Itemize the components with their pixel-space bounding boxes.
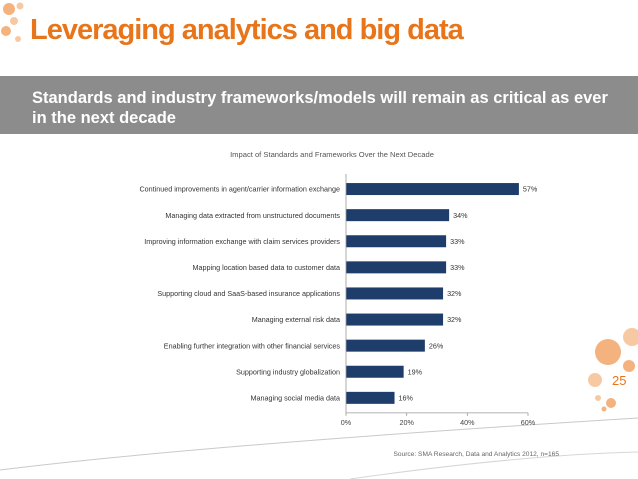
- x-tick-label: 0%: [341, 418, 352, 427]
- bar: [346, 209, 450, 222]
- bar: [346, 183, 519, 196]
- bar: [346, 261, 447, 274]
- page-number: 25: [612, 373, 627, 388]
- data-label: 57%: [523, 185, 538, 194]
- data-label: 33%: [450, 263, 465, 272]
- decor-curve: [0, 417, 638, 471]
- decor-circle: [595, 395, 601, 401]
- decor-circle: [3, 3, 15, 15]
- category-label: Managing external risk data: [252, 315, 340, 324]
- decor-circle: [606, 398, 616, 408]
- category-label: Managing social media data: [251, 393, 341, 402]
- data-label: 26%: [429, 341, 444, 350]
- bar: [346, 313, 444, 326]
- data-label: 32%: [447, 289, 462, 298]
- category-label: Mapping location based data to customer …: [193, 263, 340, 272]
- bar: [346, 365, 404, 378]
- chart-source: Source: SMA Research, Data and Analytics…: [394, 451, 560, 458]
- decor-circle: [623, 328, 638, 346]
- x-tick-label: 20%: [399, 418, 414, 427]
- category-label: Enabling further integration with other …: [164, 341, 341, 350]
- decor-circle: [588, 373, 602, 387]
- decor-curve: [349, 451, 638, 479]
- bar: [346, 287, 444, 300]
- data-label: 33%: [450, 237, 465, 246]
- data-label: 19%: [408, 367, 423, 376]
- slide-title: Leveraging analytics and big data: [30, 14, 464, 46]
- subtitle-banner: Standards and industry frameworks/models…: [0, 76, 638, 134]
- category-label: Continued improvements in agent/carrier …: [139, 185, 340, 194]
- x-tick-label: 60%: [521, 418, 536, 427]
- data-label: 32%: [447, 315, 462, 324]
- bar: [346, 391, 395, 404]
- bar: [346, 339, 425, 352]
- decor-circle: [623, 360, 635, 372]
- decor-circle: [1, 26, 11, 36]
- chart-title: Impact of Standards and Frameworks Over …: [230, 150, 434, 159]
- category-label: Supporting industry globalization: [236, 367, 340, 376]
- category-label: Supporting cloud and SaaS-based insuranc…: [157, 289, 340, 298]
- decor-circle: [601, 406, 607, 412]
- bar: [346, 235, 447, 248]
- category-label: Improving information exchange with clai…: [144, 237, 340, 246]
- decor-circle: [16, 2, 24, 10]
- subtitle-text: Standards and industry frameworks/models…: [32, 89, 608, 127]
- category-label: Managing data extracted from unstructure…: [165, 211, 340, 220]
- decor-circle: [595, 339, 621, 365]
- decor-circle: [10, 17, 18, 25]
- data-label: 16%: [399, 393, 414, 402]
- x-tick-label: 40%: [460, 418, 475, 427]
- decor-circle: [15, 36, 21, 42]
- data-label: 34%: [453, 211, 468, 220]
